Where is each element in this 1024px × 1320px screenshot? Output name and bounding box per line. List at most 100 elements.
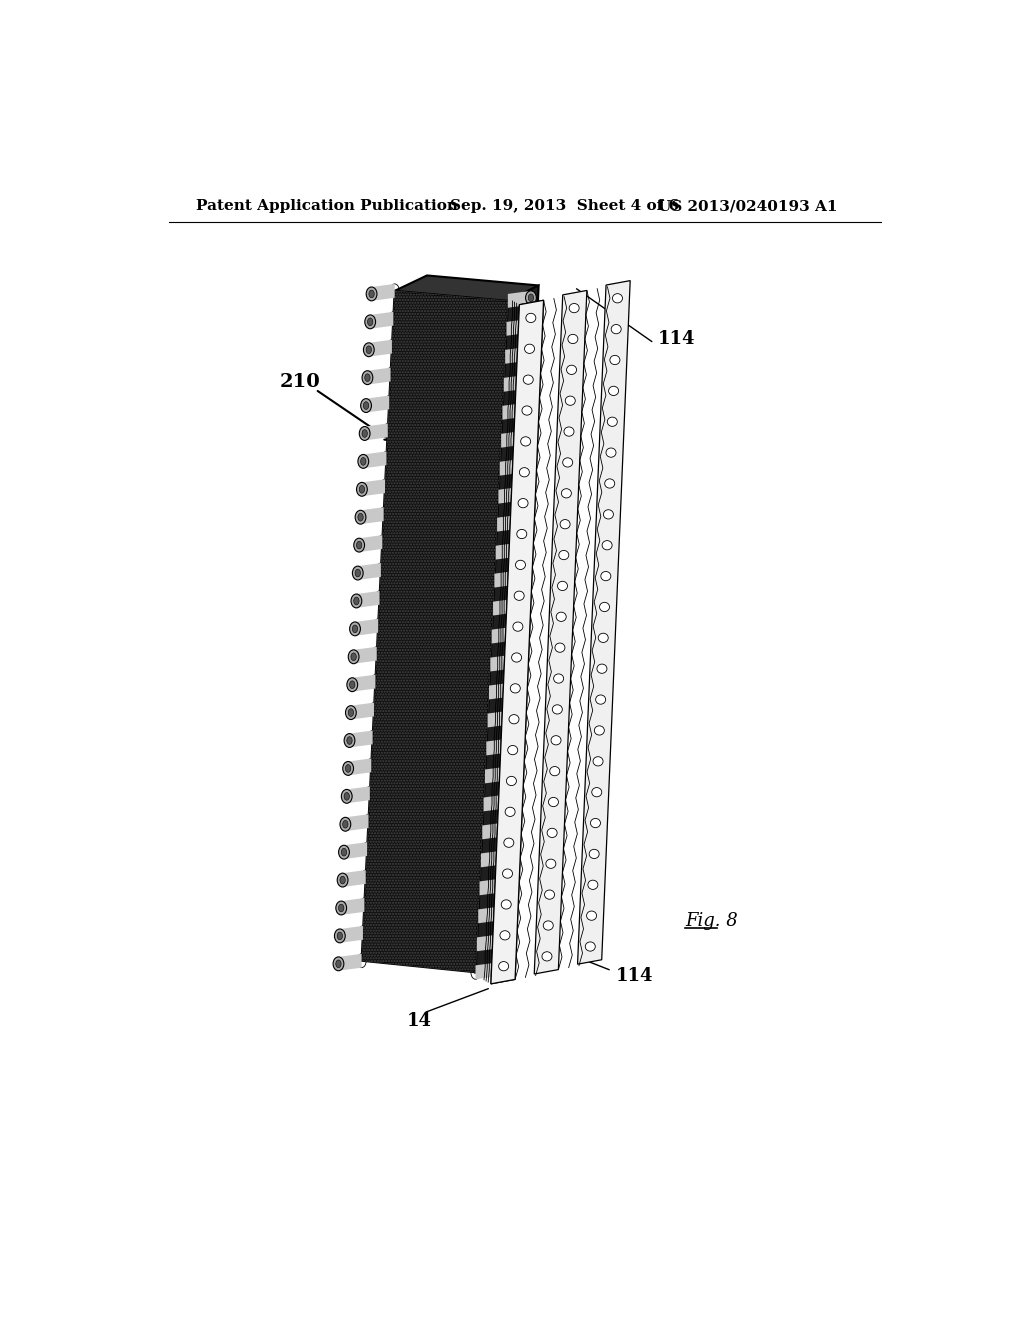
Ellipse shape	[501, 900, 511, 909]
Ellipse shape	[523, 375, 534, 384]
Ellipse shape	[351, 653, 356, 660]
Ellipse shape	[515, 574, 520, 581]
Polygon shape	[505, 347, 528, 364]
Ellipse shape	[506, 710, 516, 725]
Ellipse shape	[520, 437, 530, 446]
Ellipse shape	[510, 684, 520, 693]
Polygon shape	[372, 284, 394, 301]
Polygon shape	[495, 570, 517, 587]
Polygon shape	[364, 451, 386, 469]
Ellipse shape	[362, 371, 373, 384]
Ellipse shape	[520, 403, 531, 417]
Polygon shape	[352, 675, 376, 692]
Text: 114: 114	[658, 330, 695, 348]
Polygon shape	[344, 842, 367, 859]
Ellipse shape	[356, 541, 361, 549]
Ellipse shape	[559, 550, 568, 560]
Ellipse shape	[517, 529, 526, 539]
Ellipse shape	[504, 838, 514, 847]
Ellipse shape	[506, 770, 511, 777]
Ellipse shape	[610, 355, 620, 364]
Polygon shape	[486, 738, 509, 755]
Ellipse shape	[511, 657, 516, 665]
Ellipse shape	[514, 591, 524, 601]
Ellipse shape	[607, 417, 617, 426]
Ellipse shape	[515, 515, 525, 528]
Ellipse shape	[336, 902, 346, 915]
Ellipse shape	[495, 935, 506, 948]
Ellipse shape	[369, 290, 374, 298]
Ellipse shape	[523, 375, 534, 384]
Ellipse shape	[552, 705, 562, 714]
Ellipse shape	[336, 960, 341, 968]
Text: Sep. 19, 2013  Sheet 4 of 6: Sep. 19, 2013 Sheet 4 of 6	[451, 199, 679, 213]
Ellipse shape	[515, 560, 525, 569]
Ellipse shape	[589, 849, 599, 858]
Polygon shape	[345, 814, 369, 832]
Polygon shape	[507, 319, 529, 335]
Polygon shape	[497, 515, 520, 532]
Ellipse shape	[500, 931, 510, 940]
Ellipse shape	[352, 626, 357, 632]
Ellipse shape	[340, 817, 351, 832]
Ellipse shape	[500, 931, 510, 940]
Ellipse shape	[599, 602, 609, 611]
Ellipse shape	[345, 706, 356, 719]
Ellipse shape	[598, 634, 608, 643]
Text: 14: 14	[407, 1012, 432, 1030]
Polygon shape	[348, 759, 372, 775]
Ellipse shape	[557, 581, 567, 590]
Ellipse shape	[498, 878, 508, 892]
Ellipse shape	[359, 426, 370, 441]
Ellipse shape	[518, 499, 528, 508]
Ellipse shape	[525, 350, 531, 358]
Ellipse shape	[353, 539, 365, 552]
Ellipse shape	[569, 304, 580, 313]
Polygon shape	[489, 682, 512, 700]
Polygon shape	[356, 591, 380, 609]
Ellipse shape	[509, 714, 519, 723]
Ellipse shape	[504, 797, 509, 805]
Ellipse shape	[514, 591, 524, 601]
Polygon shape	[394, 276, 539, 301]
Polygon shape	[353, 647, 377, 664]
Ellipse shape	[515, 560, 525, 569]
Polygon shape	[490, 300, 544, 983]
Ellipse shape	[521, 375, 532, 388]
Ellipse shape	[507, 682, 517, 697]
Ellipse shape	[348, 709, 353, 717]
Ellipse shape	[513, 602, 519, 610]
Ellipse shape	[347, 737, 352, 744]
Ellipse shape	[508, 746, 518, 755]
Ellipse shape	[608, 387, 618, 396]
Ellipse shape	[343, 821, 348, 828]
Ellipse shape	[341, 789, 352, 804]
Ellipse shape	[499, 909, 504, 917]
Polygon shape	[357, 564, 381, 579]
Ellipse shape	[549, 797, 558, 807]
Ellipse shape	[594, 726, 604, 735]
Ellipse shape	[351, 594, 361, 609]
Polygon shape	[479, 878, 503, 895]
Ellipse shape	[601, 572, 611, 581]
Ellipse shape	[361, 429, 368, 437]
Ellipse shape	[562, 458, 572, 467]
Polygon shape	[343, 870, 366, 887]
Ellipse shape	[356, 482, 368, 496]
Ellipse shape	[349, 681, 355, 689]
Ellipse shape	[367, 346, 372, 354]
Ellipse shape	[519, 467, 529, 477]
Ellipse shape	[602, 541, 612, 550]
Ellipse shape	[512, 570, 523, 585]
Ellipse shape	[513, 543, 524, 557]
Polygon shape	[508, 290, 531, 308]
Ellipse shape	[521, 434, 527, 441]
Ellipse shape	[518, 499, 528, 508]
Ellipse shape	[365, 315, 376, 329]
Polygon shape	[492, 627, 515, 644]
Ellipse shape	[365, 374, 370, 381]
Polygon shape	[493, 598, 516, 615]
Polygon shape	[368, 368, 390, 384]
Polygon shape	[475, 962, 499, 979]
Ellipse shape	[345, 764, 351, 772]
